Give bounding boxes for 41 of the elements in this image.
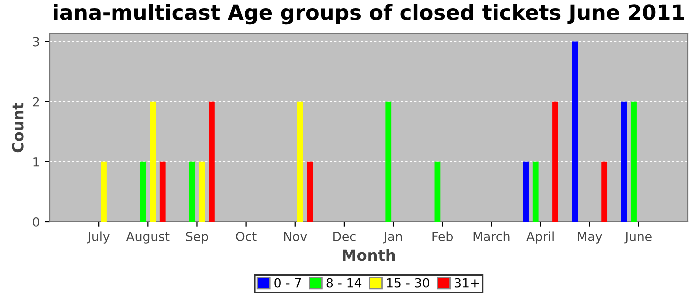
x-axis-title: Month	[343, 249, 396, 262]
x-tick-label: Dec	[334, 232, 356, 242]
bar	[160, 162, 166, 222]
bar	[602, 162, 608, 222]
legend-label: 8 - 14	[326, 278, 362, 288]
x-tick-label: May	[578, 232, 602, 244]
x-tick-label: Sep	[186, 232, 208, 244]
bar	[297, 102, 304, 222]
x-tick-label: Oct	[236, 232, 257, 242]
x-tick-label: Jan	[383, 232, 402, 244]
x-tick-label: April	[526, 232, 554, 244]
bar	[386, 102, 392, 222]
bar	[552, 102, 558, 222]
bar	[621, 102, 628, 222]
bar	[434, 162, 441, 222]
x-tick-label: Feb	[432, 232, 453, 242]
x-tick-label: June	[624, 232, 652, 244]
x-tick-label: March	[474, 232, 510, 242]
bar	[209, 102, 215, 222]
legend-label: 31+	[454, 278, 480, 288]
bar	[631, 102, 637, 222]
y-tick-label: 0	[33, 217, 40, 227]
bar	[101, 162, 107, 222]
bar	[140, 162, 146, 222]
bar	[532, 162, 539, 222]
bar	[523, 162, 529, 222]
y-tick-label: 1	[34, 158, 40, 167]
y-tick-label: 2	[33, 97, 40, 107]
bar	[150, 102, 156, 222]
legend-label: 15 - 30	[387, 278, 430, 288]
bar	[189, 162, 196, 222]
bar	[572, 42, 578, 222]
chart-title: iana-multicast Age groups of closed tickets June 2011	[54, 4, 684, 25]
x-tick-label: Nov	[284, 232, 308, 242]
legend-label: 0 - 7	[274, 278, 302, 288]
y-axis-title: Count	[12, 102, 24, 153]
x-tick-label: July	[87, 232, 110, 244]
y-tick-label: 3	[33, 37, 40, 47]
x-tick-label: August	[126, 232, 170, 244]
bar	[199, 162, 206, 222]
bar	[307, 162, 314, 222]
